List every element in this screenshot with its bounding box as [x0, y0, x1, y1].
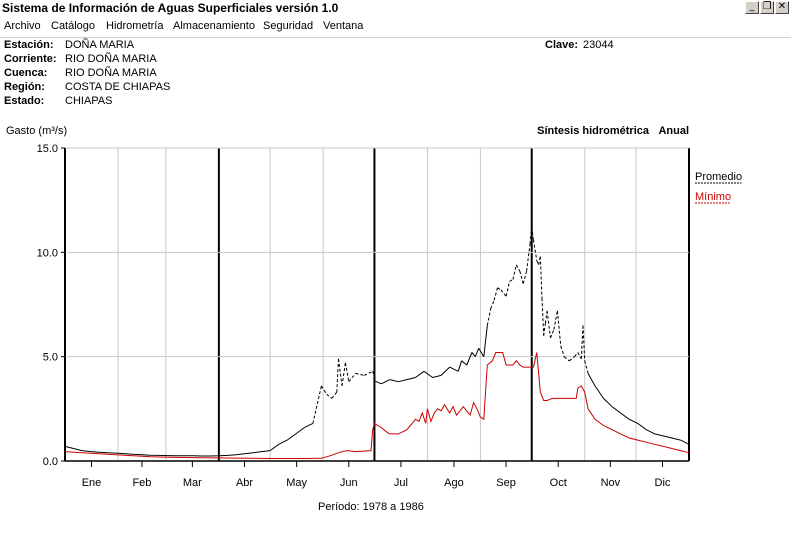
- title-bar: Sistema de Información de Aguas Superfic…: [0, 0, 791, 17]
- menu-bar: Archivo Catálogo Hidrometría Almacenamie…: [0, 17, 791, 38]
- estacion-value: DOÑA MARIA: [65, 39, 135, 51]
- series-promedio-line-dashed: [312, 227, 589, 424]
- month-label: Abr: [236, 477, 253, 489]
- legend-item-minimo: Mínimo: [695, 191, 731, 203]
- period-label: Período:: [318, 501, 360, 513]
- menu-archivo[interactable]: Archivo: [4, 20, 41, 32]
- minimize-button[interactable]: _: [745, 1, 759, 14]
- period-value: 1978 a 1986: [362, 501, 424, 513]
- corriente-value: RIO DOÑA MARIA: [65, 53, 157, 65]
- month-label: Oct: [550, 477, 567, 489]
- restore-button[interactable]: ❐: [760, 1, 774, 14]
- restore-icon: ❐: [762, 1, 772, 12]
- month-label: Ago: [444, 477, 464, 489]
- menu-catalogo[interactable]: Catálogo: [51, 20, 96, 32]
- corriente-label: Corriente:: [4, 53, 57, 65]
- hydrograph-chart: Gasto (m³/s) Síntesis hidrométrica Anual 0.…: [6, 125, 742, 489]
- y-axis-label: Gasto (m³/s): [6, 125, 67, 137]
- estado-label: Estado:: [4, 95, 45, 107]
- chart-title: Síntesis hidrométrica: [537, 125, 650, 137]
- period-footer: Período: 1978 a 1986: [318, 501, 424, 513]
- estado-value: CHIAPAS: [65, 95, 113, 107]
- chart-mode: Anual: [658, 125, 689, 137]
- legend-item-promedio: Promedio: [695, 171, 742, 183]
- clave-value: 23044: [583, 39, 614, 51]
- estacion-label: Estación:: [4, 39, 54, 51]
- cuenca-value: RIO DOÑA MARIA: [65, 67, 157, 79]
- menu-ventana[interactable]: Ventana: [323, 20, 364, 32]
- month-label: Sep: [496, 477, 516, 489]
- month-label: Feb: [132, 477, 151, 489]
- month-label: May: [286, 477, 307, 489]
- month-label: Ene: [82, 477, 102, 489]
- region-value: COSTA DE CHIAPAS: [65, 81, 171, 93]
- menu-almacenamiento[interactable]: Almacenamiento: [173, 20, 255, 32]
- y-tick-label: 0.0: [43, 456, 58, 468]
- minimize-icon: _: [749, 1, 755, 12]
- cuenca-label: Cuenca:: [4, 67, 48, 79]
- series-minimo-line: [64, 352, 690, 459]
- month-label: Dic: [655, 477, 671, 489]
- month-label: Nov: [601, 477, 621, 489]
- month-label: Mar: [183, 477, 202, 489]
- month-label: Jul: [394, 477, 408, 489]
- menu-seguridad[interactable]: Seguridad: [263, 20, 314, 32]
- month-label: Jun: [340, 477, 358, 489]
- menu-hidrometria[interactable]: Hidrometría: [106, 20, 164, 32]
- y-tick-label: 5.0: [43, 352, 58, 364]
- window-title: Sistema de Información de Aguas Superfic…: [2, 1, 339, 15]
- clave-label: Clave:: [545, 39, 579, 51]
- y-tick-label: 10.0: [37, 247, 58, 259]
- series-promedio-line: [64, 325, 690, 457]
- close-button[interactable]: ✕: [775, 1, 789, 14]
- y-tick-label: 15.0: [37, 143, 58, 155]
- close-icon: ✕: [777, 1, 787, 12]
- region-label: Región:: [4, 81, 45, 93]
